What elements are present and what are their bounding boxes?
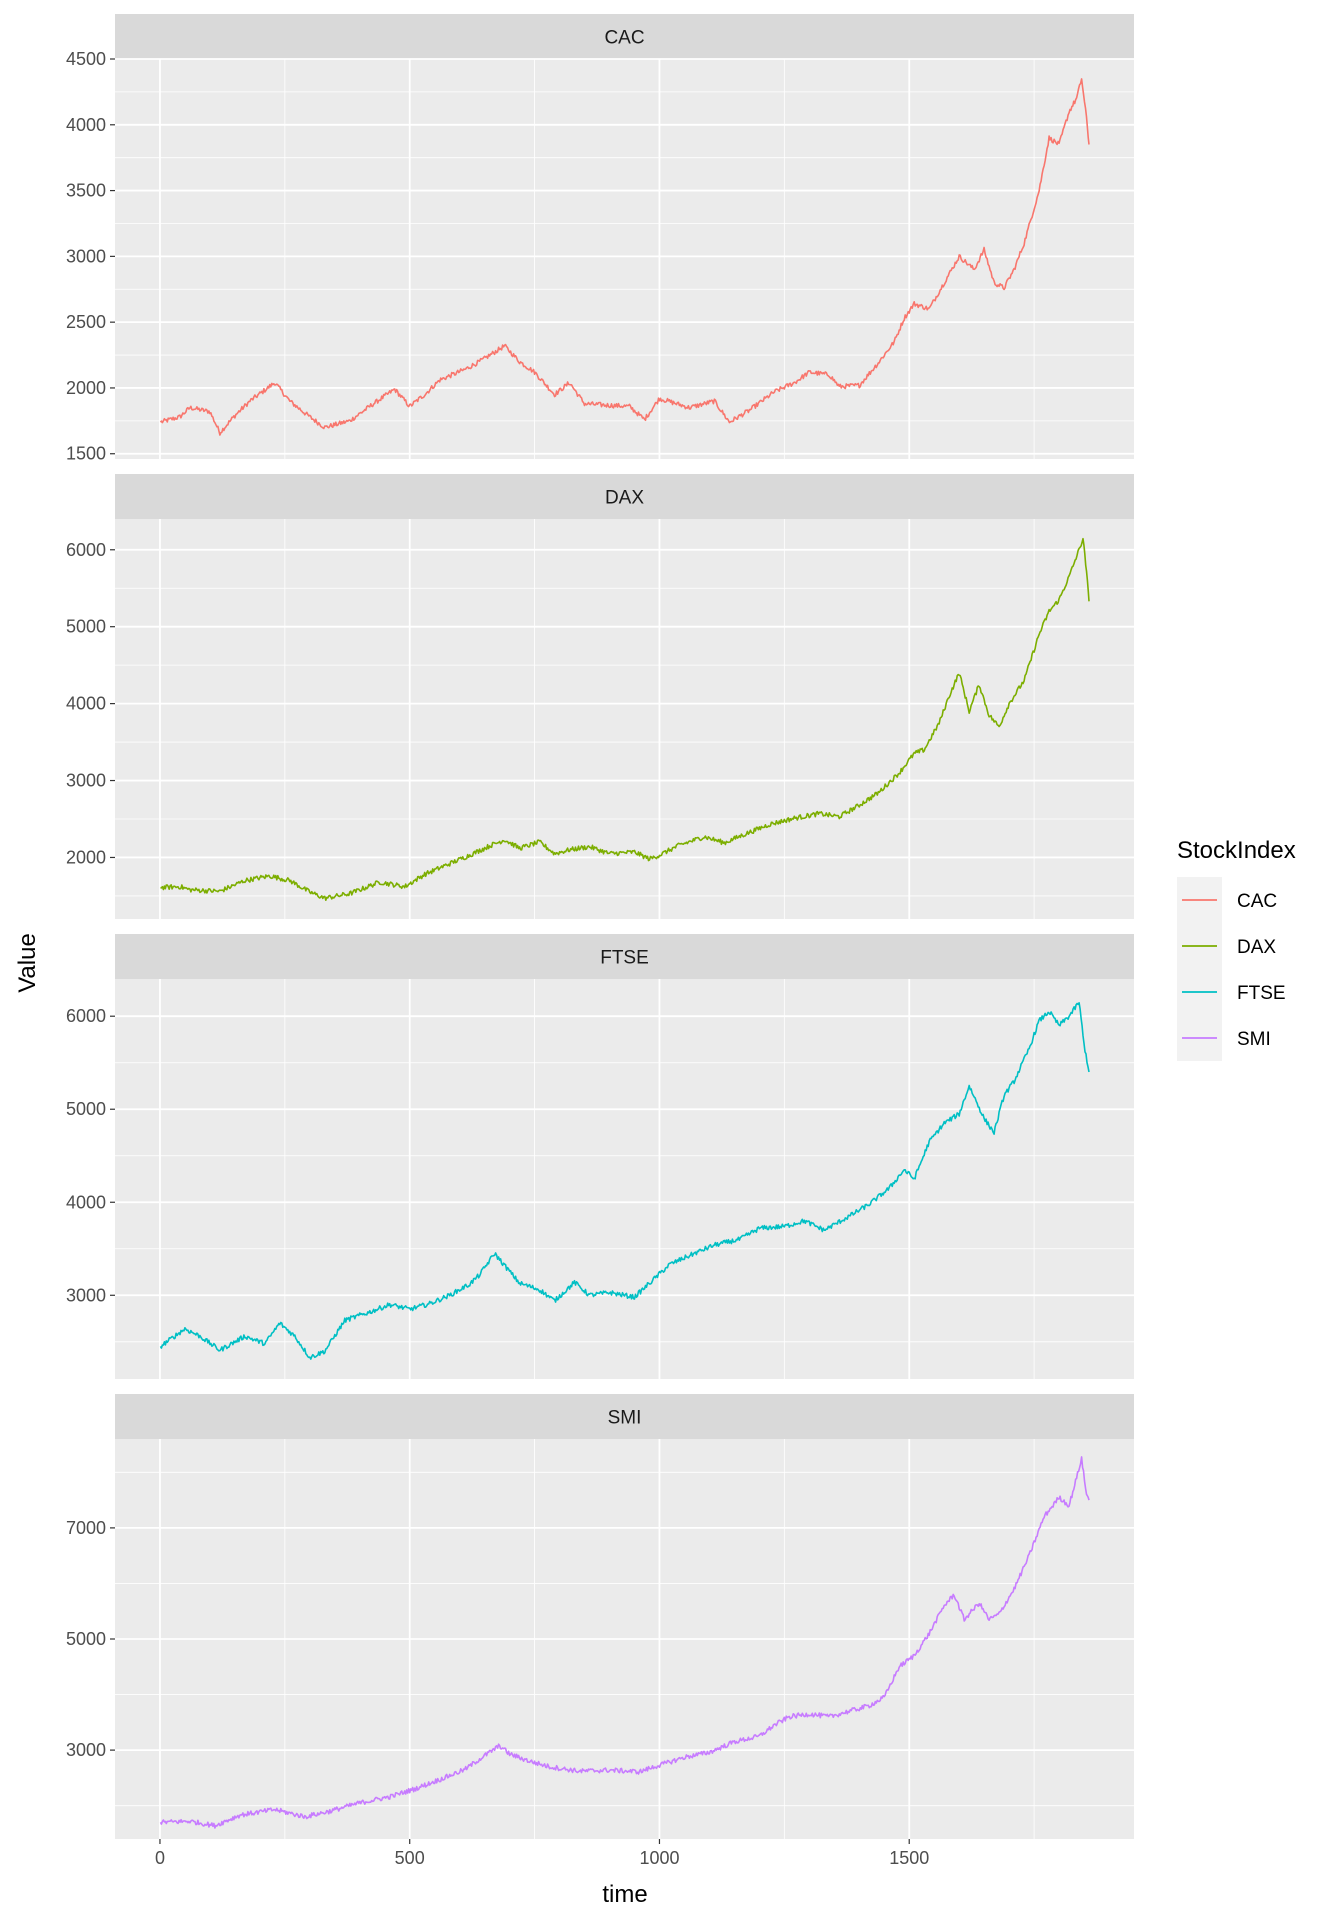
legend-title: StockIndex xyxy=(1177,837,1296,864)
series-line-dax xyxy=(160,537,1090,901)
series-line-cac xyxy=(159,78,1090,436)
strip-smi xyxy=(115,1394,1134,1439)
y-tick-label: 2000 xyxy=(66,847,106,867)
y-tick-label: 3000 xyxy=(66,771,106,791)
x-tick-label: 0 xyxy=(155,1848,165,1868)
strip-label: DAX xyxy=(605,488,644,509)
panel-dax: DAX 2000 3000 4000 5000 6000 xyxy=(66,474,1134,919)
y-tick-label: 4500 xyxy=(66,49,106,69)
y-tick-label: 4000 xyxy=(66,694,106,714)
legend-label-dax: DAX xyxy=(1237,937,1276,958)
y-tick-label: 3500 xyxy=(66,181,106,201)
x-axis-title: time xyxy=(602,1881,647,1908)
y-tick-label: 4000 xyxy=(66,1192,106,1212)
series-line-ftse xyxy=(159,1002,1090,1360)
panel-smi: SMI 3000 5000 7000 xyxy=(66,1394,1134,1839)
legend-label-cac: CAC xyxy=(1237,891,1277,912)
y-tick-label: 6000 xyxy=(66,540,106,560)
strip-label: CAC xyxy=(604,28,644,49)
y-tick-label: 3000 xyxy=(66,1740,106,1760)
y-tick-label: 6000 xyxy=(66,1006,106,1026)
panels-layer: CAC 1500 2000 2500 3000 3500 4000 4500 DAX 2000 30… xyxy=(66,14,1134,1839)
series-line-smi xyxy=(159,1456,1090,1829)
y-tick-label: 2500 xyxy=(66,312,106,332)
strip-ftse xyxy=(115,934,1134,979)
x-axis: 0 500 1000 1500 xyxy=(155,1839,929,1868)
x-tick-label: 1500 xyxy=(889,1848,929,1868)
y-axis-title: Value xyxy=(14,933,41,993)
y-tick-label: 5000 xyxy=(66,1099,106,1119)
y-tick-label: 5000 xyxy=(66,1629,106,1649)
legend-label-smi: SMI xyxy=(1237,1029,1271,1050)
panel-background xyxy=(115,59,1134,459)
y-tick-label: 3000 xyxy=(66,246,106,266)
strip-label: SMI xyxy=(608,1408,642,1429)
legend: StockIndex CAC DAX FTSE SMI xyxy=(1177,837,1296,1061)
strip-dax xyxy=(115,474,1134,519)
panel-ftse: FTSE 3000 4000 5000 6000 xyxy=(66,934,1134,1379)
strip-cac xyxy=(115,14,1134,59)
y-tick-label: 7000 xyxy=(66,1518,106,1538)
strip-label: FTSE xyxy=(600,948,649,969)
legend-label-ftse: FTSE xyxy=(1237,983,1286,1004)
x-tick-label: 500 xyxy=(395,1848,425,1868)
y-tick-label: 2000 xyxy=(66,378,106,398)
panel-background xyxy=(115,979,1134,1379)
panel-cac: CAC 1500 2000 2500 3000 3500 4000 4500 xyxy=(66,14,1134,464)
y-tick-label: 1500 xyxy=(66,444,106,464)
x-tick-label: 1000 xyxy=(639,1848,679,1868)
y-tick-label: 5000 xyxy=(66,617,106,637)
y-tick-label: 3000 xyxy=(66,1285,106,1305)
y-tick-label: 4000 xyxy=(66,115,106,135)
panel-background xyxy=(115,519,1134,919)
